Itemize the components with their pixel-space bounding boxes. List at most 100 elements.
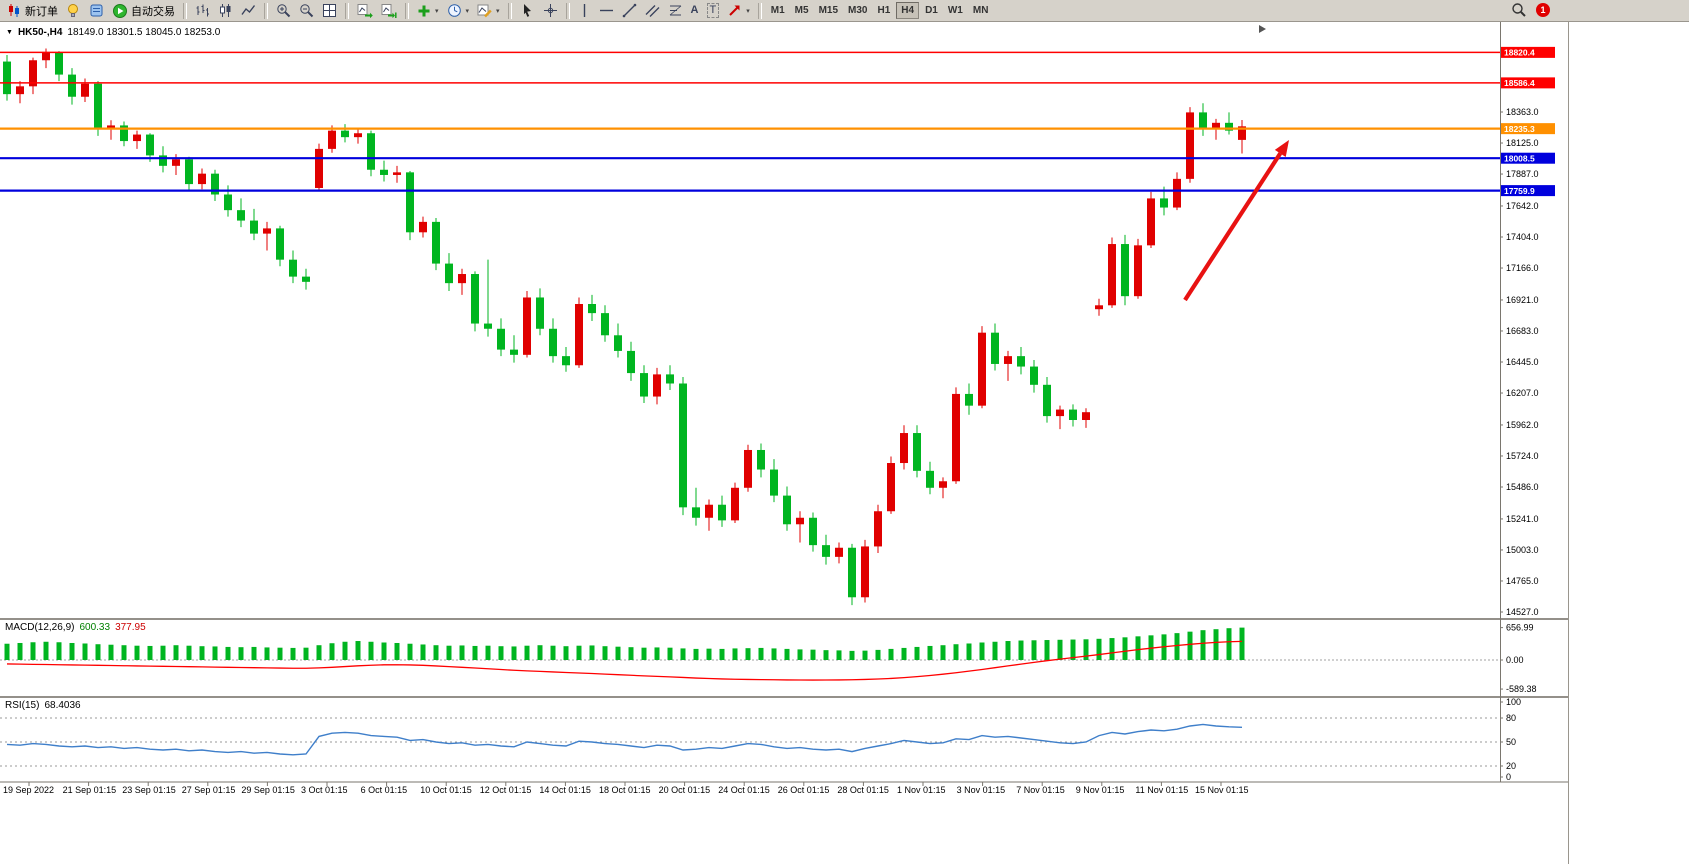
zoom-out-icon (300, 4, 314, 18)
svg-text:14765.0: 14765.0 (1506, 576, 1539, 586)
templates-button[interactable]: ▾ (473, 0, 504, 22)
crosshair-icon (543, 4, 557, 17)
svg-text:15241.0: 15241.0 (1506, 514, 1539, 524)
dropdown-caret-icon: ▾ (746, 7, 750, 15)
chart-collapse-icon[interactable]: ▼ (6, 29, 13, 36)
macd-value-signal: 377.95 (115, 622, 146, 633)
equidistant-channel-button[interactable] (641, 0, 664, 22)
svg-text:18820.4: 18820.4 (1504, 48, 1535, 58)
line-chart-button[interactable] (237, 0, 260, 22)
svg-text:12 Oct 01:15: 12 Oct 01:15 (480, 785, 532, 795)
price-level-tag (1501, 152, 1555, 164)
trend-arrow-head[interactable] (1274, 140, 1289, 157)
candlestick-series (3, 48, 1246, 606)
svg-text:7 Nov 01:15: 7 Nov 01:15 (1016, 785, 1065, 795)
toolbar-separator (345, 2, 349, 19)
rsi-value: 68.4036 (44, 700, 81, 711)
chart-objects[interactable]: 18820.4 18586.4 18235.3 18008.5 17759.9 (0, 46, 1555, 302)
svg-text:10 Oct 01:15: 10 Oct 01:15 (420, 785, 472, 795)
fibonacci-button[interactable] (664, 0, 687, 22)
horizontal-line-button[interactable] (595, 0, 618, 22)
trend-arrow-line (1183, 152, 1283, 302)
arrow-object-icon (729, 5, 740, 16)
chart-window[interactable]: ▼ HK50-,H4 18149.0 18301.5 18045.0 18253… (0, 22, 1569, 864)
price-level-tag (1501, 185, 1555, 197)
candlestick-chart-icon (220, 4, 231, 17)
axes: 18363.0 18125.0 17887.0 17642.0 17404.0 17166… (0, 22, 1568, 795)
svg-text:18008.5: 18008.5 (1504, 153, 1535, 163)
zoom-out-button[interactable] (295, 0, 318, 22)
svg-text:1 Nov 01:15: 1 Nov 01:15 (897, 785, 946, 795)
price-level-tag (1501, 77, 1555, 89)
svg-text:18125.0: 18125.0 (1506, 138, 1539, 148)
toolbar-separator (757, 2, 762, 19)
svg-text:26 Oct 01:15: 26 Oct 01:15 (778, 785, 830, 795)
vertical-line-button[interactable] (574, 0, 595, 22)
dropdown-caret-icon: ▾ (435, 7, 439, 15)
label-tool-icon: T (706, 3, 720, 18)
notifications-badge[interactable]: 1 (1536, 3, 1550, 17)
indicators-button[interactable]: ▾ (413, 0, 443, 22)
text-tool-icon: A (690, 4, 699, 16)
svg-text:28 Oct 01:15: 28 Oct 01:15 (837, 785, 889, 795)
timeframe-button-h4[interactable]: H4 (896, 2, 920, 19)
chart-shift-icon (381, 4, 397, 18)
new-order-button[interactable]: 新订单 (3, 0, 62, 22)
label-button[interactable]: T (703, 0, 724, 22)
vertical-line-icon (583, 4, 585, 17)
price-chart-canvas[interactable]: 18820.418586.418235.318008.517759.918363… (0, 22, 1689, 864)
arrows-button[interactable]: ▾ (723, 0, 754, 22)
timeframe-button-m1[interactable]: M1 (770, 5, 785, 16)
timeframe-button-d1[interactable]: D1 (925, 5, 938, 16)
rsi-name: RSI(15) (5, 700, 40, 711)
tile-windows-button[interactable] (318, 0, 341, 22)
svg-text:18 Oct 01:15: 18 Oct 01:15 (599, 785, 651, 795)
svg-text:17759.9: 17759.9 (1504, 186, 1535, 196)
macd-indicator-label: MACD(12,26,9) 600.33 377.95 (5, 622, 146, 633)
price-level-tag (1501, 46, 1555, 58)
svg-text:656.99: 656.99 (1506, 623, 1534, 633)
periods-button[interactable]: ▾ (443, 0, 474, 22)
timeframe-button-m5[interactable]: M5 (794, 5, 809, 16)
scripts-button[interactable] (85, 0, 108, 22)
trendline-button[interactable] (618, 0, 641, 22)
timeframe-button-m30[interactable]: M30 (848, 5, 868, 16)
svg-text:27 Sep 01:15: 27 Sep 01:15 (182, 785, 236, 795)
svg-text:19 Sep 2022: 19 Sep 2022 (3, 785, 54, 795)
svg-text:3 Oct 01:15: 3 Oct 01:15 (301, 785, 348, 795)
timeframe-button-w1[interactable]: W1 (947, 5, 963, 16)
svg-text:15724.0: 15724.0 (1506, 451, 1539, 461)
svg-text:15962.0: 15962.0 (1506, 420, 1539, 430)
svg-text:16921.0: 16921.0 (1506, 295, 1539, 305)
search-icon[interactable] (1511, 2, 1527, 18)
chart-shift-button[interactable] (377, 0, 401, 22)
chart-shift-marker[interactable] (1259, 25, 1266, 33)
channel-icon (645, 5, 660, 17)
indicator-panes (0, 627, 1500, 767)
bar-chart-icon (196, 4, 209, 17)
expert-advisors-button[interactable] (62, 0, 85, 22)
candlestick-chart-button[interactable] (214, 0, 237, 22)
cursor-button[interactable] (516, 0, 539, 22)
crosshair-button[interactable] (539, 0, 562, 22)
svg-text:17166.0: 17166.0 (1506, 263, 1539, 273)
svg-text:9 Nov 01:15: 9 Nov 01:15 (1076, 785, 1125, 795)
zoom-in-button[interactable] (272, 0, 295, 22)
timeframe-button-h1[interactable]: H1 (877, 5, 891, 16)
svg-text:80: 80 (1506, 713, 1516, 723)
svg-text:0: 0 (1506, 772, 1511, 782)
auto-scroll-button[interactable] (353, 0, 377, 22)
cursor-icon (523, 4, 531, 17)
svg-text:18235.3: 18235.3 (1504, 124, 1535, 134)
bar-chart-button[interactable] (191, 0, 214, 22)
svg-text:6 Oct 01:15: 6 Oct 01:15 (361, 785, 408, 795)
svg-text:21 Sep 01:15: 21 Sep 01:15 (63, 785, 117, 795)
timeframe-button-m15[interactable]: M15 (818, 5, 839, 16)
line-chart-icon (241, 5, 256, 15)
text-button[interactable]: A (687, 0, 703, 22)
zoom-in-icon (277, 4, 291, 18)
timeframe-button-mn[interactable]: MN (972, 5, 989, 16)
svg-text:24 Oct 01:15: 24 Oct 01:15 (718, 785, 770, 795)
auto-trading-button[interactable]: 自动交易 (108, 0, 179, 22)
chart-title: ▼ HK50-,H4 18149.0 18301.5 18045.0 18253… (6, 27, 220, 38)
